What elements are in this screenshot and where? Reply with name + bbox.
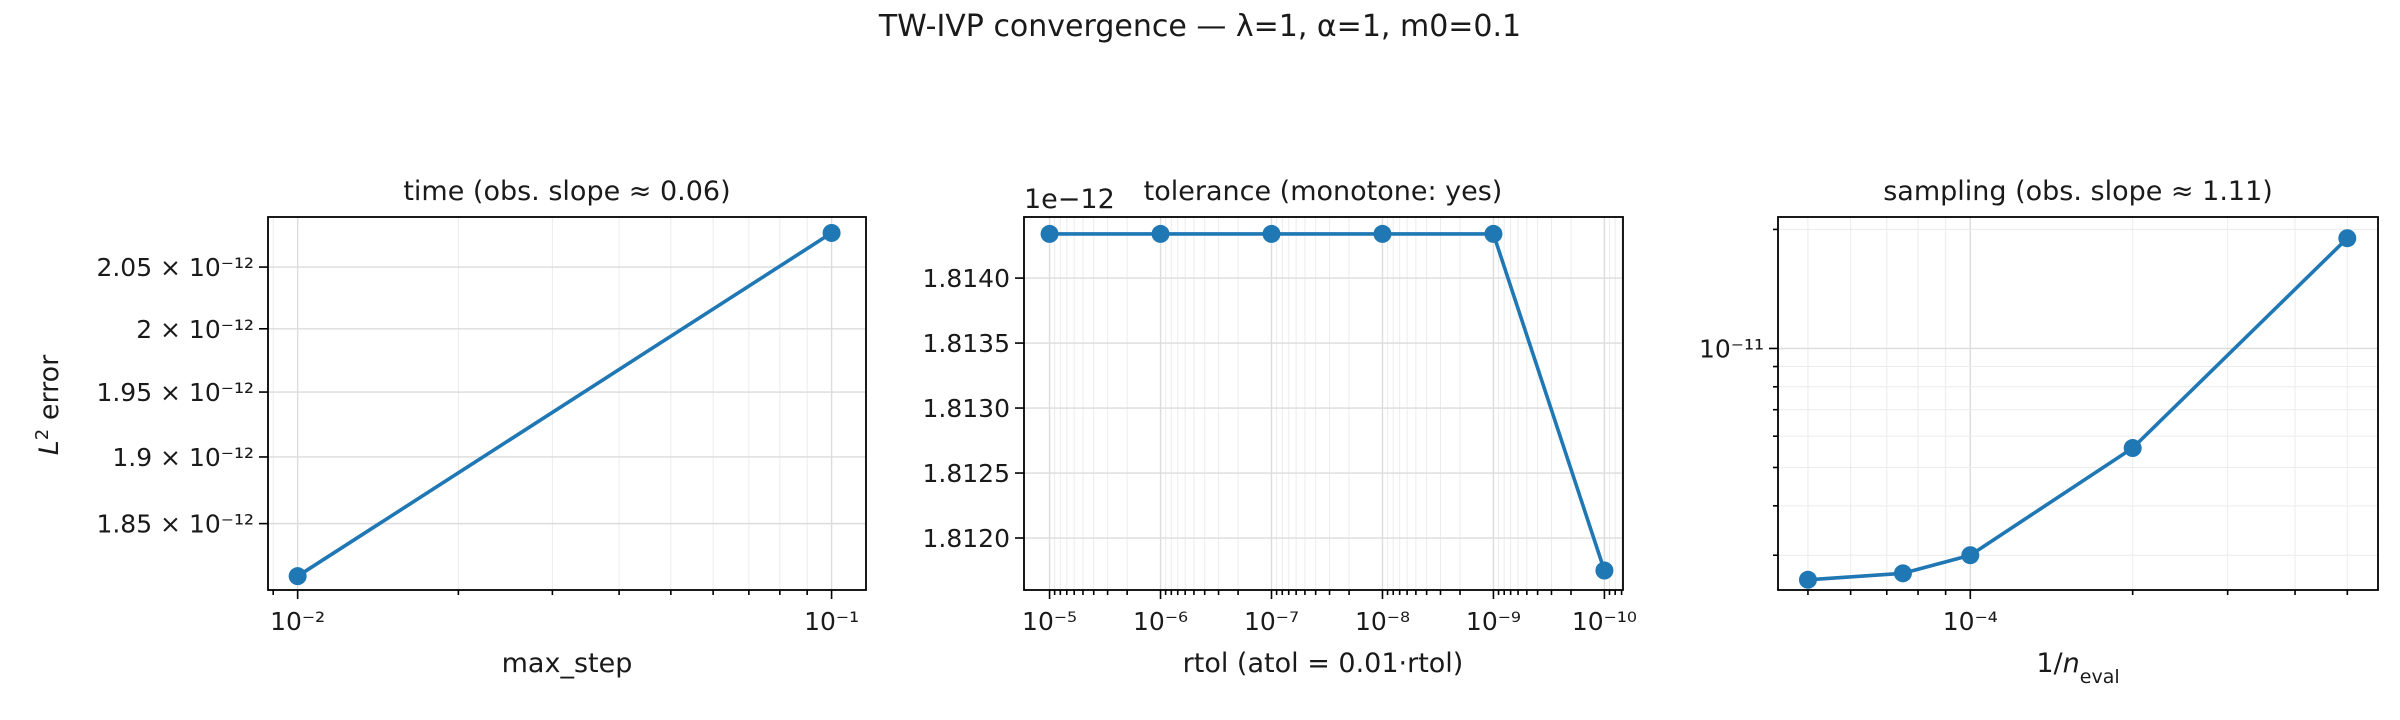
series-line: [296, 231, 833, 578]
axes-frame: [267, 216, 867, 591]
panel-title: sampling (obs. slope ≈ 1.11): [1883, 176, 2273, 207]
y-tick-label: 2.05 × 10⁻¹²: [96, 253, 254, 282]
panel-time: time (obs. slope ≈ 0.06) max_step L2 err…: [32, 176, 867, 679]
data-point: [1961, 546, 1980, 565]
series-line: [1807, 236, 2349, 582]
panel-title: tolerance (monotone: yes): [1144, 176, 1503, 207]
x-tick-label: 10⁻⁹: [1466, 607, 1521, 636]
y-tick-label: 10⁻¹¹: [1699, 334, 1764, 363]
grid: [1778, 217, 2378, 590]
panel-title: time (obs. slope ≈ 0.06): [403, 176, 730, 207]
data-point: [2338, 229, 2357, 248]
x-axis-label: max_step: [502, 648, 633, 679]
y-tick-label: 1.8130: [923, 394, 1010, 423]
panel-tolerance: tolerance (monotone: yes) rtol (atol = 0…: [923, 176, 1637, 679]
panel-sampling: sampling (obs. slope ≈ 1.11) 1/neval 10⁻…: [1699, 176, 2379, 688]
grid: [268, 217, 866, 590]
x-axis-label: rtol (atol = 0.01·rtol): [1183, 648, 1464, 679]
y-tick-label: 1.8135: [923, 329, 1010, 358]
grid: [1024, 217, 1623, 590]
y-tick-label: 1.85 × 10⁻¹²: [96, 510, 254, 539]
data-point: [1893, 564, 1912, 583]
data-point: [1151, 224, 1170, 243]
data-point: [1484, 224, 1503, 243]
x-tick-label: 10⁻¹⁰: [1572, 607, 1637, 636]
data-point: [1595, 561, 1614, 580]
x-tick-label: 10⁻⁵: [1022, 607, 1077, 636]
y-tick-label: 1.8125: [923, 459, 1010, 488]
data-point: [1040, 224, 1059, 243]
data-point: [288, 567, 307, 586]
y-tick-label: 2 × 10⁻¹²: [136, 315, 254, 344]
x-tick-label: 10⁻⁴: [1943, 607, 1998, 636]
data-point: [2123, 439, 2142, 458]
x-tick-label: 10⁻²: [270, 607, 325, 636]
data-point: [1262, 224, 1281, 243]
x-tick-label: 10⁻⁷: [1244, 607, 1299, 636]
axes-frame: [1023, 216, 1624, 591]
y-axis-label: L2 error: [32, 354, 66, 455]
x-tick-label: 10⁻⁸: [1355, 607, 1410, 636]
data-point: [1798, 570, 1817, 589]
axes-frame: [1777, 216, 2379, 591]
y-tick-label: 1.95 × 10⁻¹²: [96, 378, 254, 407]
x-tick-label: 10⁻¹: [804, 607, 859, 636]
series-line: [1049, 232, 1607, 572]
figure-title: TW-IVP convergence — λ=1, α=1, m0=0.1: [878, 9, 1521, 44]
data-point: [822, 223, 841, 242]
x-tick-label: 10⁻⁶: [1133, 607, 1188, 636]
y-tick-label: 1.8120: [923, 524, 1010, 553]
y-tick-label: 1.9 × 10⁻¹²: [112, 443, 254, 472]
y-offset-label: 1e−12: [1024, 184, 1115, 215]
x-axis-label: 1/neval: [2036, 648, 2119, 688]
y-tick-label: 1.8140: [923, 264, 1010, 293]
data-point: [1373, 224, 1392, 243]
